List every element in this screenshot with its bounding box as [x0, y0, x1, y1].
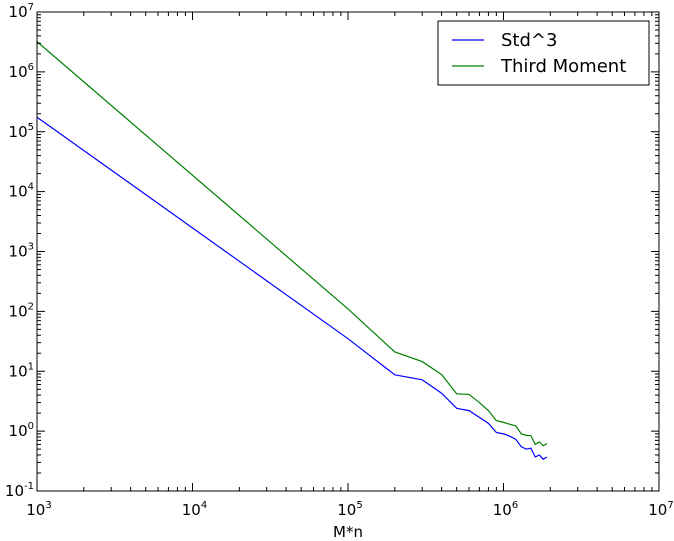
plot-area	[37, 12, 659, 491]
y-tick-label: 107	[9, 2, 34, 21]
series-lines	[36, 41, 548, 460]
y-tick-labels: 10-1 100 101 102 103 104 105 106 107	[5, 2, 34, 500]
y-tick-label: 102	[9, 301, 34, 320]
x-tick-label: 104	[182, 500, 207, 519]
series-line-std-3	[36, 116, 548, 460]
x-tick-label: 105	[337, 500, 362, 519]
y-tick-label: 106	[9, 62, 34, 81]
y-tick-label: 100	[9, 421, 34, 440]
legend-label-std3: Std^3	[501, 30, 557, 51]
legend: Std^3 Third Moment	[437, 20, 650, 86]
x-tick-labels: 103 104 105 106 107	[26, 500, 673, 519]
y-tick-label: 10-1	[5, 481, 34, 500]
x-tick-label: 103	[26, 500, 51, 519]
y-tick-label: 104	[9, 182, 34, 201]
series-line-third-moment	[36, 41, 548, 447]
legend-label-third-moment: Third Moment	[500, 56, 626, 77]
y-tick-label: 103	[9, 242, 34, 261]
x-tick-label: 107	[648, 500, 673, 519]
y-tick-label: 105	[9, 122, 34, 141]
legend-box	[437, 20, 650, 86]
x-axis-title: M*n	[333, 523, 363, 541]
x-tick-label: 106	[493, 500, 518, 519]
plot-frame	[36, 11, 660, 492]
y-tick-label: 101	[9, 361, 34, 380]
